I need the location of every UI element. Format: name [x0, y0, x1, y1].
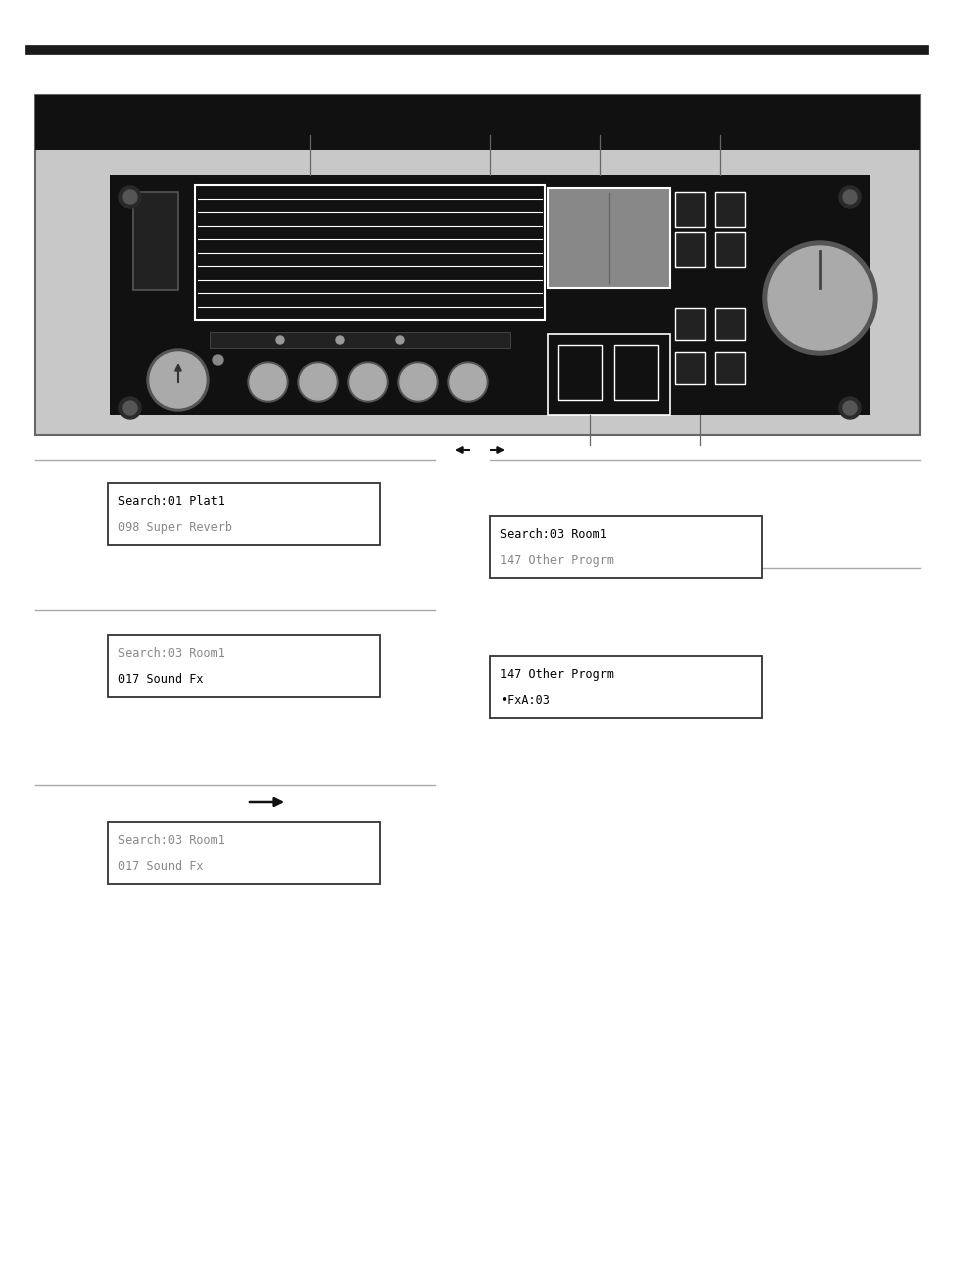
- Circle shape: [150, 352, 206, 408]
- Circle shape: [350, 364, 386, 399]
- Circle shape: [275, 336, 284, 343]
- Circle shape: [299, 364, 335, 399]
- Text: 017 Sound Fx: 017 Sound Fx: [118, 673, 203, 686]
- Text: Search:01 Plat1: Search:01 Plat1: [118, 495, 225, 508]
- Bar: [132, 192, 178, 290]
- Bar: [675, 308, 704, 340]
- Text: 017 Sound Fx: 017 Sound Fx: [118, 860, 203, 873]
- Bar: [558, 345, 601, 399]
- Bar: [547, 188, 669, 287]
- Circle shape: [119, 397, 141, 418]
- Circle shape: [767, 245, 871, 350]
- Circle shape: [842, 401, 856, 415]
- Circle shape: [213, 355, 223, 365]
- Circle shape: [399, 364, 436, 399]
- Bar: [108, 483, 379, 544]
- Circle shape: [248, 363, 288, 402]
- Bar: [108, 635, 379, 697]
- Text: Search:03 Room1: Search:03 Room1: [118, 834, 225, 847]
- Bar: [714, 232, 744, 267]
- Circle shape: [762, 240, 876, 355]
- Text: 147 Other Progrm: 147 Other Progrm: [499, 668, 614, 681]
- Bar: [35, 95, 919, 435]
- Bar: [714, 308, 744, 340]
- Circle shape: [395, 336, 403, 343]
- Bar: [108, 822, 379, 884]
- Circle shape: [397, 363, 437, 402]
- Text: Search:03 Room1: Search:03 Room1: [118, 647, 225, 660]
- Circle shape: [450, 364, 485, 399]
- Bar: [675, 352, 704, 384]
- Text: •FxA:03: •FxA:03: [499, 695, 549, 707]
- Text: 147 Other Progrm: 147 Other Progrm: [499, 555, 614, 567]
- Bar: [714, 352, 744, 384]
- Circle shape: [838, 186, 861, 209]
- Bar: [490, 656, 761, 717]
- Circle shape: [250, 364, 286, 399]
- Bar: [675, 232, 704, 267]
- Circle shape: [838, 397, 861, 418]
- Circle shape: [147, 349, 209, 411]
- Circle shape: [123, 190, 137, 204]
- Circle shape: [348, 363, 388, 402]
- Circle shape: [297, 363, 337, 402]
- Bar: [210, 332, 510, 349]
- Bar: [110, 176, 869, 415]
- Bar: [714, 192, 744, 226]
- Text: Search:03 Room1: Search:03 Room1: [499, 528, 606, 541]
- Circle shape: [123, 401, 137, 415]
- Bar: [675, 192, 704, 226]
- Bar: [194, 184, 544, 321]
- Bar: [614, 345, 658, 399]
- Bar: [490, 516, 761, 577]
- Bar: [547, 335, 669, 415]
- Circle shape: [448, 363, 488, 402]
- Bar: [35, 95, 919, 150]
- Circle shape: [842, 190, 856, 204]
- Text: 098 Super Reverb: 098 Super Reverb: [118, 522, 232, 534]
- Circle shape: [335, 336, 344, 343]
- Circle shape: [119, 186, 141, 209]
